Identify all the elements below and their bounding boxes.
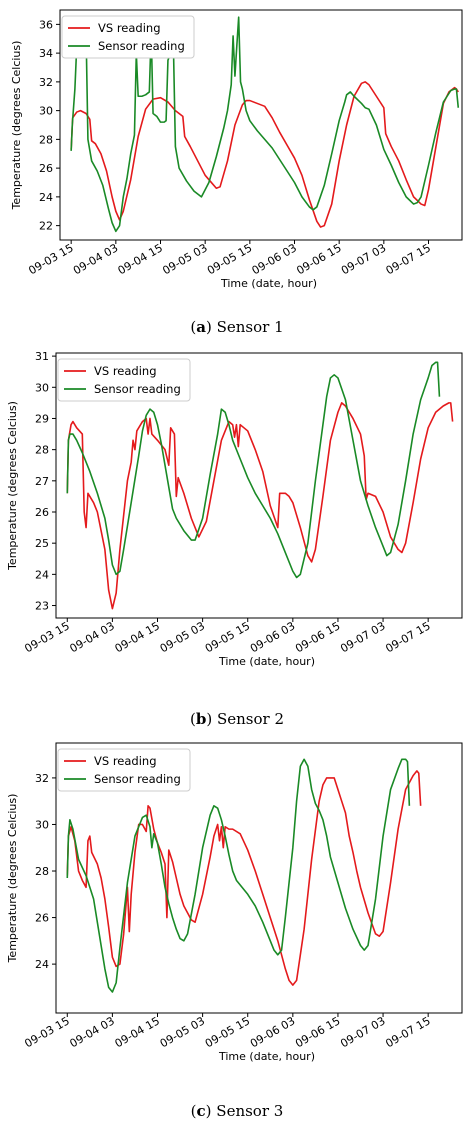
caption-sensor-1: (a) Sensor 1 xyxy=(190,318,284,336)
x-tick-label: 09-06 03 xyxy=(248,1014,297,1050)
x-tick-label: 09-05 15 xyxy=(203,1014,252,1050)
panel-sensor-1: 22 24 26 28 30 32 34 36 09-03 15 09-04 03 09-04 15… xyxy=(0,0,474,370)
x-tick-label: 09-05 03 xyxy=(160,241,209,277)
caption-label: a xyxy=(196,318,206,336)
y-tick-label: 32 xyxy=(39,76,53,89)
x-tick-label: 09-04 03 xyxy=(71,241,120,277)
y-tick-label: 30 xyxy=(39,105,53,118)
y-tick-label: 30 xyxy=(35,818,49,831)
x-tick-label: 09-05 03 xyxy=(158,1014,207,1050)
series-line-2 xyxy=(66,361,441,579)
x-tick-label: 09-07 03 xyxy=(338,1014,387,1050)
y-axis-label: Temperature (degrees Celcius) xyxy=(6,401,19,571)
legend-label: VS reading xyxy=(94,754,157,768)
y-tick-label: 36 xyxy=(39,18,53,31)
caption-label: c xyxy=(196,1102,206,1120)
legend-box xyxy=(57,358,191,402)
x-tick-label: 09-04 15 xyxy=(116,241,165,277)
x-tick-label: 09-04 15 xyxy=(113,619,162,655)
caption-label: b xyxy=(195,710,207,728)
series-line-2 xyxy=(70,16,460,233)
x-tick-label: 09-07 15 xyxy=(383,619,432,655)
x-tick-label: 09-05 15 xyxy=(203,619,252,655)
x-tick-label: 09-03 15 xyxy=(22,619,71,655)
panel-sensor-2: 23 24 25 26 27 28 29 30 31 09-03 15 09-04 03 09-04 … xyxy=(0,345,474,740)
caption-sensor-2: (b) Sensor 2 xyxy=(189,710,284,728)
series-line-1 xyxy=(66,770,422,986)
y-tick-label: 23 xyxy=(35,600,49,613)
x-tick-label: 09-06 15 xyxy=(294,241,343,277)
x-tick-label: 09-04 15 xyxy=(113,1014,162,1050)
y-axis-label: Temperature (degrees Celcius) xyxy=(6,794,19,964)
x-tick-label: 09-06 03 xyxy=(248,619,297,655)
legend-box xyxy=(61,15,195,59)
plot-frame xyxy=(55,352,463,619)
legend-label: VS reading xyxy=(94,364,157,378)
x-tick-label: 09-07 03 xyxy=(338,619,387,655)
legend-label: VS reading xyxy=(98,21,161,35)
caption-text: Sensor 1 xyxy=(216,318,284,336)
x-tick-label: 09-06 03 xyxy=(250,241,299,277)
legend-label: Sensor reading xyxy=(94,382,181,396)
series-line-2 xyxy=(66,758,411,993)
y-tick-label: 29 xyxy=(35,412,49,425)
x-axis-label: Time (date, hour) xyxy=(220,277,317,290)
x-tick-label: 09-05 03 xyxy=(158,619,207,655)
panel-sensor-3: 24 26 28 30 32 09-03 15 09-04 03 09-04 15 09-05 … xyxy=(0,740,474,1135)
x-tick-label: 09-05 15 xyxy=(205,241,254,277)
x-tick-label: 09-03 15 xyxy=(22,1014,71,1050)
y-tick-label: 25 xyxy=(35,537,49,550)
series-line-1 xyxy=(66,402,454,610)
legend: VS reading Sensor reading xyxy=(57,358,191,402)
plot-frame xyxy=(59,9,463,241)
y-tick-label: 26 xyxy=(35,912,49,925)
y-tick-label: 28 xyxy=(35,444,49,457)
legend-label: Sensor reading xyxy=(94,772,181,786)
y-tick-label: 31 xyxy=(35,350,49,363)
legend-label: Sensor reading xyxy=(98,39,185,53)
y-tick-label: 24 xyxy=(35,958,49,971)
x-tick-label: 09-04 03 xyxy=(68,1014,117,1050)
y-tick-label: 28 xyxy=(35,865,49,878)
legend-box xyxy=(57,748,191,792)
y-tick-label: 26 xyxy=(39,162,53,175)
y-tick-label: 32 xyxy=(35,772,49,785)
y-tick-label: 24 xyxy=(35,568,49,581)
x-tick-label: 09-07 15 xyxy=(384,241,433,277)
x-tick-label: 09-07 03 xyxy=(339,241,388,277)
y-tick-label: 26 xyxy=(35,506,49,519)
y-tick-label: 30 xyxy=(35,381,49,394)
x-axis-label: Time (date, hour) xyxy=(218,1050,315,1063)
y-tick-label: 27 xyxy=(35,475,49,488)
x-tick-label: 09-03 15 xyxy=(26,241,75,277)
legend: VS reading Sensor reading xyxy=(61,15,195,59)
y-axis-label: Temperature (degrees Celcius) xyxy=(10,41,23,211)
plot-frame xyxy=(55,742,463,1014)
y-tick-label: 24 xyxy=(39,191,53,204)
series-line-1 xyxy=(70,81,459,228)
y-tick-label: 34 xyxy=(39,47,53,60)
caption-sensor-3: (c) Sensor 3 xyxy=(190,1102,284,1120)
caption-text: Sensor 3 xyxy=(216,1102,284,1120)
y-tick-label: 28 xyxy=(39,133,53,146)
x-tick-label: 09-06 15 xyxy=(293,1014,342,1050)
x-tick-label: 09-06 15 xyxy=(293,619,342,655)
caption-text: Sensor 2 xyxy=(216,710,284,728)
y-tick-label: 22 xyxy=(39,220,53,233)
x-axis-label: Time (date, hour) xyxy=(218,655,315,668)
x-tick-label: 09-07 15 xyxy=(383,1014,432,1050)
legend: VS reading Sensor reading xyxy=(57,748,191,792)
x-tick-label: 09-04 03 xyxy=(68,619,117,655)
